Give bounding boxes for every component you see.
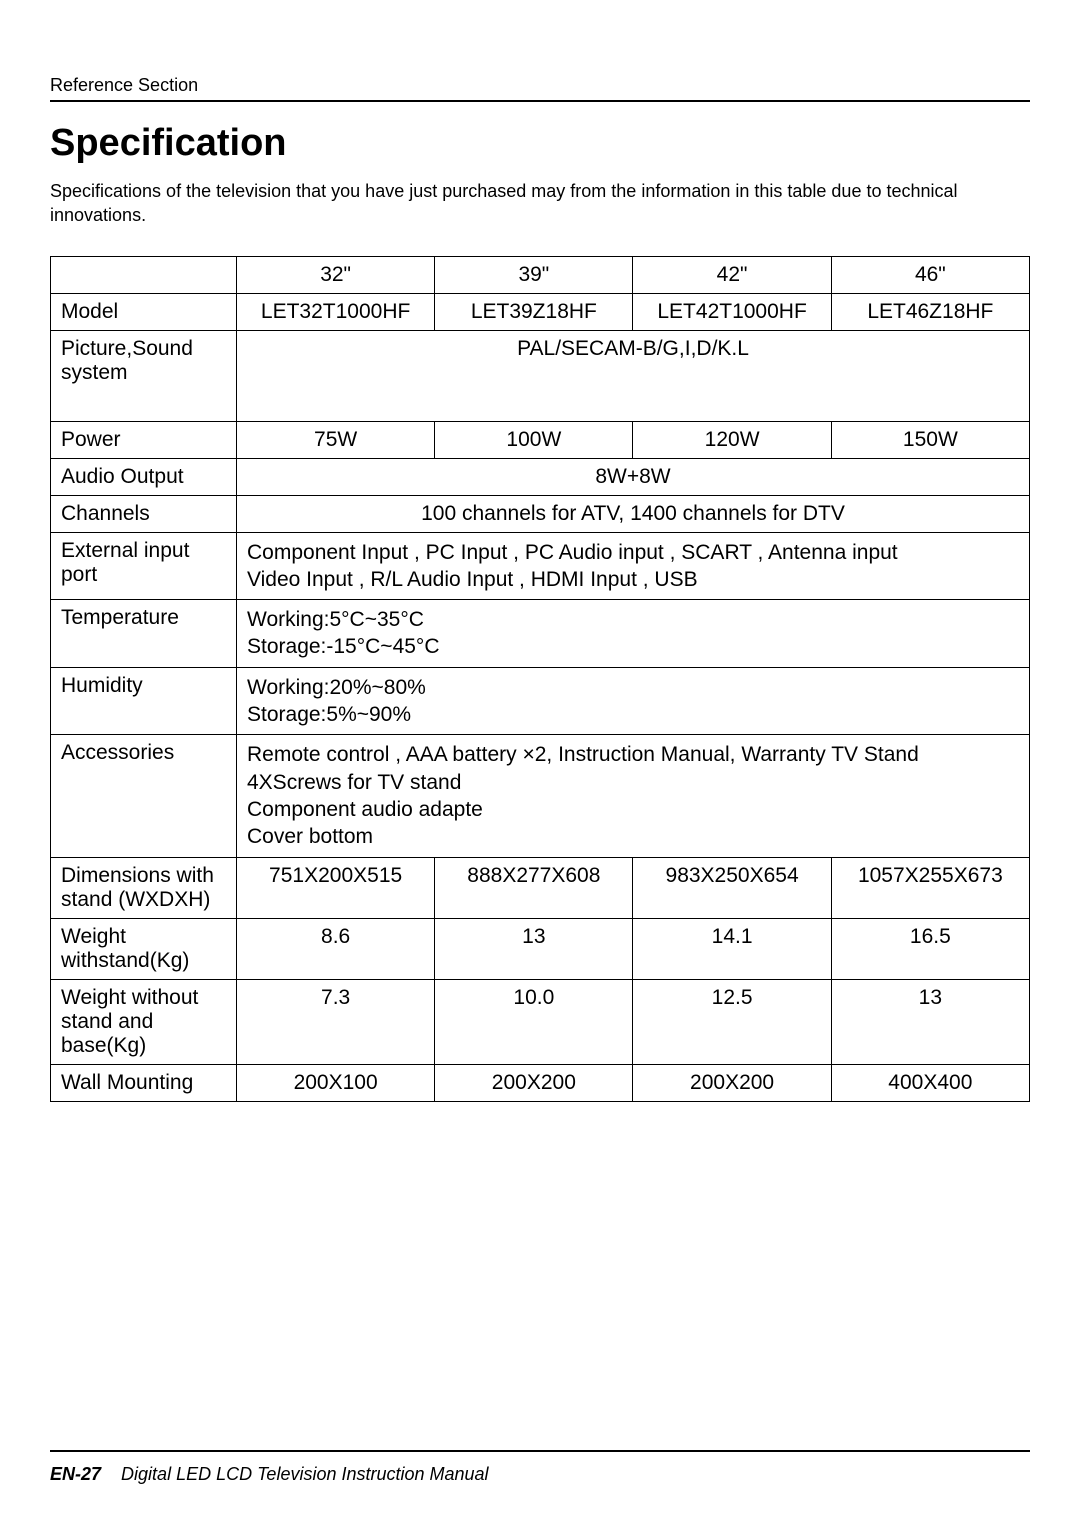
cell-value: 14.1 [633,918,831,979]
line: Storage:-15°C~45°C [247,633,1019,660]
table-row: Humidity Working:20%~80% Storage:5%~90% [51,667,1030,735]
cell-label: Power [51,421,237,458]
table-row: Temperature Working:5°C~35°C Storage:-15… [51,600,1030,668]
cell-value: Component Input , PC Input , PC Audio in… [237,532,1030,600]
table-row: 32" 39" 42" 46" [51,256,1030,293]
cell-value: 16.5 [831,918,1029,979]
cell-value: 13 [435,918,633,979]
cell-label: Temperature [51,600,237,668]
cell-value: 8W+8W [237,458,1030,495]
cell-value: 100W [435,421,633,458]
cell-label: Dimensions with stand (WXDXH) [51,857,237,918]
table-row: Wall Mounting 200X100 200X200 200X200 40… [51,1064,1030,1101]
cell-value: 7.3 [237,979,435,1064]
table-row: Audio Output 8W+8W [51,458,1030,495]
cell-value: 8.6 [237,918,435,979]
line: Component Input , PC Input , PC Audio in… [247,539,1019,566]
table-row: Picture,Sound system PAL/SECAM-B/G,I,D/K… [51,330,1030,421]
cell-label: Audio Output [51,458,237,495]
cell-empty [51,256,237,293]
specification-table: 32" 39" 42" 46" Model LET32T1000HF LET39… [50,256,1030,1102]
table-row: Accessories Remote control , AAA battery… [51,735,1030,857]
cell-value: 983X250X654 [633,857,831,918]
footer-page-number: EN-27 [50,1464,101,1484]
cell-label: External input port [51,532,237,600]
cell-label: Picture,Sound system [51,330,237,421]
cell-value: 10.0 [435,979,633,1064]
cell-label: Humidity [51,667,237,735]
cell-size: 39" [435,256,633,293]
footer-manual-title: Digital LED LCD Television Instruction M… [121,1464,489,1484]
line: Storage:5%~90% [247,701,1019,728]
cell-label: Accessories [51,735,237,857]
page-container: Reference Section Specification Specific… [0,0,1080,1527]
cell-value: LET46Z18HF [831,293,1029,330]
line: Working:5°C~35°C [247,606,1019,633]
cell-value: 100 channels for ATV, 1400 channels for … [237,495,1030,532]
cell-value: 200X200 [435,1064,633,1101]
line: Component audio adapte [247,796,1019,823]
footer-rule [50,1450,1030,1452]
cell-value: 75W [237,421,435,458]
table-row: Weight without stand and base(Kg) 7.3 10… [51,979,1030,1064]
cell-label: Weight without stand and base(Kg) [51,979,237,1064]
table-row: Model LET32T1000HF LET39Z18HF LET42T1000… [51,293,1030,330]
cell-size: 42" [633,256,831,293]
cell-value: 200X100 [237,1064,435,1101]
cell-value: 120W [633,421,831,458]
section-header: Reference Section [50,75,1030,102]
line: Cover bottom [247,823,1019,850]
intro-paragraph: Specifications of the television that yo… [50,179,1030,228]
cell-value: Remote control , AAA battery ×2, Instruc… [237,735,1030,857]
line: Remote control , AAA battery ×2, Instruc… [247,741,1019,768]
cell-value: 751X200X515 [237,857,435,918]
table-row: Weight withstand(Kg) 8.6 13 14.1 16.5 [51,918,1030,979]
cell-size: 32" [237,256,435,293]
cell-value: 150W [831,421,1029,458]
cell-value: 888X277X608 [435,857,633,918]
cell-value: 400X400 [831,1064,1029,1101]
cell-label: Weight withstand(Kg) [51,918,237,979]
table-row: Power 75W 100W 120W 150W [51,421,1030,458]
cell-value: 200X200 [633,1064,831,1101]
cell-size: 46" [831,256,1029,293]
cell-value: 1057X255X673 [831,857,1029,918]
line: Video Input , R/L Audio Input , HDMI Inp… [247,566,1019,593]
cell-label: Wall Mounting [51,1064,237,1101]
table-row: External input port Component Input , PC… [51,532,1030,600]
table-row: Dimensions with stand (WXDXH) 751X200X51… [51,857,1030,918]
cell-label: Channels [51,495,237,532]
cell-value: LET39Z18HF [435,293,633,330]
table-row: Channels 100 channels for ATV, 1400 chan… [51,495,1030,532]
cell-value: 12.5 [633,979,831,1064]
cell-value: Working:20%~80% Storage:5%~90% [237,667,1030,735]
cell-value: LET42T1000HF [633,293,831,330]
cell-value: Working:5°C~35°C Storage:-15°C~45°C [237,600,1030,668]
cell-label: Model [51,293,237,330]
line: 4XScrews for TV stand [247,769,1019,796]
cell-value: PAL/SECAM-B/G,I,D/K.L [237,330,1030,421]
cell-value: 13 [831,979,1029,1064]
footer-text: EN-27 Digital LED LCD Television Instruc… [50,1464,489,1485]
cell-value: LET32T1000HF [237,293,435,330]
line: Working:20%~80% [247,674,1019,701]
page-title: Specification [50,122,1030,165]
